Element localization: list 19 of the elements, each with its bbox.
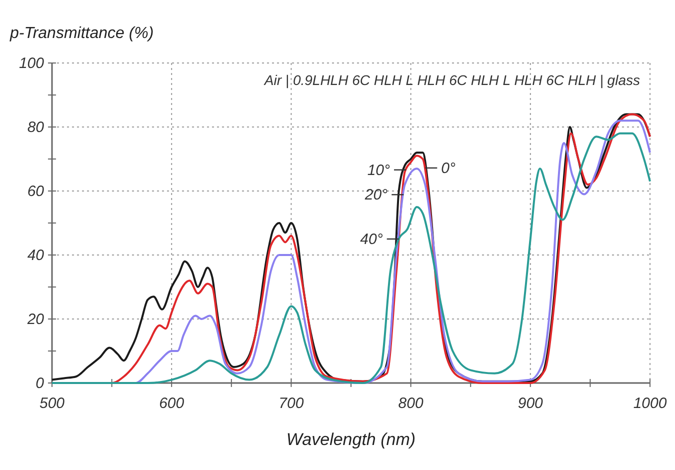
annotation: Air | 0.9LHLH 6C HLH L HLH 6C HLH L HLH 6C HLH | glass <box>263 72 640 89</box>
series-label: 40° <box>360 231 383 248</box>
series-label: 0° <box>441 160 456 177</box>
x-tick-label: 1000 <box>633 395 668 412</box>
series-label: 10° <box>367 162 390 179</box>
x-tick-label: 900 <box>518 395 544 412</box>
x-tick-label: 700 <box>278 395 304 412</box>
x-tick-label: 500 <box>39 395 66 412</box>
y-axis-title: p-Transmittance (%) <box>9 25 154 42</box>
x-tick-label: 800 <box>398 395 424 412</box>
y-tick-label: 60 <box>27 183 45 200</box>
y-tick-label: 80 <box>27 119 45 136</box>
x-tick-label: 600 <box>159 395 185 412</box>
x-axis-title: Wavelength (nm) <box>286 430 416 449</box>
y-tick-label: 0 <box>36 375 45 392</box>
series-label: 20° <box>364 186 388 204</box>
y-tick-label: 100 <box>18 55 45 72</box>
y-tick-label: 40 <box>27 247 45 264</box>
y-tick-label: 20 <box>26 311 45 328</box>
